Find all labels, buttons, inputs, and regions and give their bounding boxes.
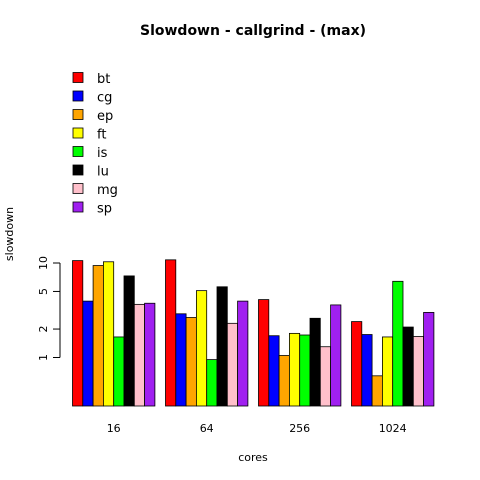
bar-bt-64 <box>165 259 177 407</box>
bar-cg-256 <box>268 335 280 407</box>
bars <box>72 259 435 407</box>
y-tick-label: 1 <box>37 354 50 361</box>
x-tick-labels: 16 64 256 1024 <box>107 422 407 435</box>
legend-swatch-bt <box>72 72 84 83</box>
x-tick-label: 1024 <box>379 422 407 435</box>
bar-ft-64 <box>195 290 208 407</box>
legend-label-sp: sp <box>97 202 112 217</box>
bar-cg-16 <box>82 300 94 407</box>
x-axis-label: cores <box>238 451 268 464</box>
y-tick-label: 10 <box>37 256 50 270</box>
bar-lu-16 <box>123 275 135 407</box>
bar-ep-1024 <box>371 375 383 407</box>
y-axis-label: slowdown <box>3 207 16 261</box>
bar-bt-256 <box>258 299 270 407</box>
bar-lu-64 <box>216 286 228 407</box>
legend-label-ep: ep <box>97 109 113 124</box>
bar-is-16 <box>113 336 125 407</box>
legend-swatch-cg <box>72 90 84 102</box>
bar-ft-16 <box>103 261 115 407</box>
bar-is-256 <box>299 334 311 407</box>
bar-ep-256 <box>278 355 290 407</box>
bar-bt-16 <box>72 260 84 407</box>
legend: bt cg ep ft is lu mg sp <box>72 72 118 217</box>
bar-mg-1024 <box>412 336 424 407</box>
bar-lu-256 <box>309 317 321 407</box>
bar-ft-256 <box>288 332 301 407</box>
bar-mg-256 <box>319 346 331 407</box>
bar-is-1024 <box>392 280 404 407</box>
bar-cg-64 <box>175 313 187 407</box>
legend-label-is: is <box>97 146 108 161</box>
chart-title: Slowdown - callgrind - (max) <box>140 23 366 39</box>
bar-lu-1024 <box>402 326 414 407</box>
bar-cg-1024 <box>361 334 373 407</box>
x-tick-label: 16 <box>107 422 121 435</box>
bar-mg-16 <box>133 303 146 407</box>
legend-swatch-mg <box>72 183 84 194</box>
x-tick-label: 64 <box>200 422 214 435</box>
legend-swatch-ft <box>72 127 84 139</box>
legend-label-bt: bt <box>97 72 110 87</box>
bar-mg-64 <box>226 322 239 407</box>
y-tick-label: 2 <box>37 326 50 333</box>
y-axis: 1 2 5 10 <box>37 256 61 361</box>
bar-sp-256 <box>330 304 342 407</box>
bar-bt-1024 <box>351 321 363 407</box>
legend-swatch-lu <box>72 164 84 176</box>
legend-label-ft: ft <box>97 128 106 143</box>
y-tick-label: 5 <box>37 288 50 295</box>
bar-ep-64 <box>185 317 197 407</box>
x-tick-label: 256 <box>289 422 310 435</box>
bar-ep-16 <box>92 265 104 407</box>
bar-sp-1024 <box>423 312 435 407</box>
legend-swatch-ep <box>72 109 84 120</box>
legend-swatch-sp <box>72 201 84 213</box>
bar-sp-16 <box>144 302 156 407</box>
legend-label-mg: mg <box>97 183 118 198</box>
bar-ft-1024 <box>381 336 394 407</box>
legend-swatch-is <box>72 146 84 157</box>
legend-label-cg: cg <box>97 91 112 106</box>
bar-is-64 <box>206 359 218 407</box>
bar-sp-64 <box>237 300 249 407</box>
legend-label-lu: lu <box>97 165 109 180</box>
